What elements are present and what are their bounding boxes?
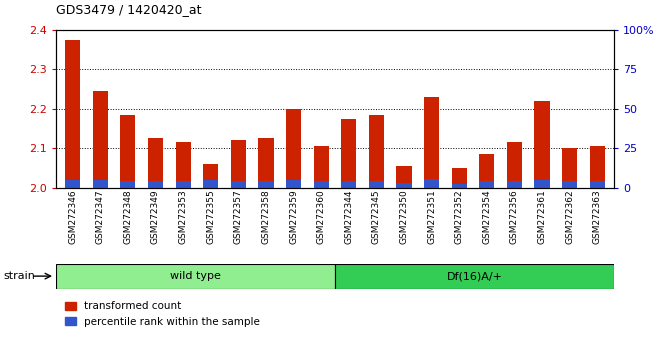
Bar	[258, 138, 273, 188]
Bar	[203, 164, 218, 188]
Text: strain: strain	[3, 271, 35, 281]
Text: GSM272344: GSM272344	[345, 189, 353, 244]
Bar	[176, 181, 191, 188]
Bar	[562, 148, 578, 188]
Text: GSM272348: GSM272348	[123, 189, 133, 244]
Text: GSM272351: GSM272351	[427, 189, 436, 244]
Text: Df(16)A/+: Df(16)A/+	[446, 271, 502, 281]
Bar	[176, 142, 191, 188]
Bar	[535, 101, 550, 188]
Text: GSM272359: GSM272359	[289, 189, 298, 244]
Text: GSM272358: GSM272358	[261, 189, 271, 244]
Text: GSM272356: GSM272356	[510, 189, 519, 244]
Bar	[507, 181, 522, 188]
Text: wild type: wild type	[170, 271, 221, 281]
Bar	[451, 168, 467, 188]
Bar	[369, 181, 384, 188]
Bar	[535, 180, 550, 188]
Legend: transformed count, percentile rank within the sample: transformed count, percentile rank withi…	[61, 297, 264, 331]
Text: GDS3479 / 1420420_at: GDS3479 / 1420420_at	[56, 3, 201, 16]
Bar	[148, 138, 163, 188]
Bar	[92, 91, 108, 188]
Text: GSM272363: GSM272363	[593, 189, 602, 244]
Bar	[65, 180, 81, 188]
Bar	[56, 264, 335, 289]
Text: GSM272350: GSM272350	[399, 189, 409, 244]
Bar	[479, 181, 494, 188]
Bar	[589, 181, 605, 188]
Bar	[424, 97, 439, 188]
Bar	[335, 264, 614, 289]
Bar	[92, 180, 108, 188]
Text: GSM272360: GSM272360	[317, 189, 325, 244]
Text: GSM272362: GSM272362	[565, 189, 574, 244]
Bar	[397, 183, 412, 188]
Bar	[589, 146, 605, 188]
Text: GSM272347: GSM272347	[96, 189, 105, 244]
Text: GSM272354: GSM272354	[482, 189, 491, 244]
Bar	[286, 109, 301, 188]
Bar	[341, 181, 356, 188]
Bar	[424, 179, 439, 188]
Bar	[314, 181, 329, 188]
Text: GSM272346: GSM272346	[68, 189, 77, 244]
Bar	[507, 142, 522, 188]
Text: GSM272352: GSM272352	[455, 189, 464, 244]
Bar	[120, 115, 135, 188]
Bar	[451, 184, 467, 188]
Text: GSM272345: GSM272345	[372, 189, 381, 244]
Bar	[203, 180, 218, 188]
Bar	[369, 115, 384, 188]
Bar	[562, 181, 578, 188]
Bar	[286, 180, 301, 188]
Bar	[120, 181, 135, 188]
Text: GSM272361: GSM272361	[537, 189, 546, 244]
Text: GSM272349: GSM272349	[151, 189, 160, 244]
Bar	[148, 181, 163, 188]
Bar	[231, 181, 246, 188]
Bar	[397, 166, 412, 188]
Bar	[341, 119, 356, 188]
Bar	[65, 40, 81, 188]
Text: GSM272357: GSM272357	[234, 189, 243, 244]
Bar	[479, 154, 494, 188]
Bar	[231, 140, 246, 188]
Text: GSM272353: GSM272353	[179, 189, 187, 244]
Bar	[314, 146, 329, 188]
Bar	[258, 181, 273, 188]
Text: GSM272355: GSM272355	[206, 189, 215, 244]
